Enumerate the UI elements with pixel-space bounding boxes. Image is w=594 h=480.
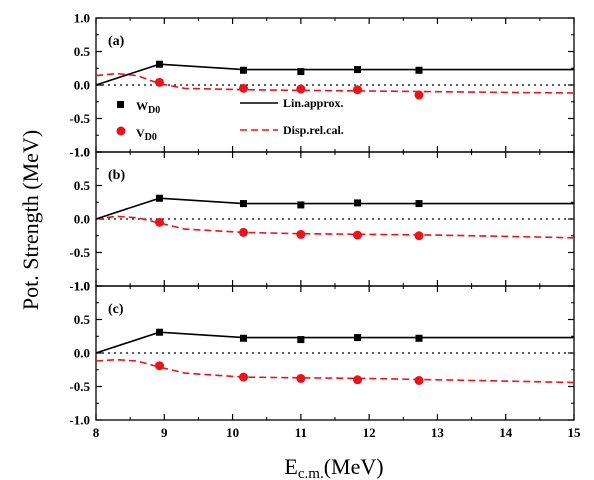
disp-rel-cal-line	[95, 215, 575, 239]
v-d0-point	[155, 217, 165, 227]
v-d0-point	[238, 83, 248, 93]
w-d0-point	[156, 60, 164, 68]
x-tick-label: 8	[93, 425, 100, 440]
legend-w-label: WD0	[136, 99, 160, 116]
v-d0-point	[155, 77, 165, 87]
panel-frame	[95, 285, 575, 421]
panel-frame	[95, 151, 575, 287]
legend-lin-label: Lin.approx.	[283, 96, 343, 110]
y-tick-label: -0.5	[69, 245, 90, 260]
v-d0-point	[353, 375, 363, 385]
w-d0-point	[297, 336, 305, 344]
legend-w-marker	[117, 101, 124, 108]
v-d0-point	[414, 231, 424, 241]
legend: WD0 VD0 Lin.approx. Disp.rel.cal.	[116, 96, 344, 143]
lin-approx-line	[95, 331, 574, 354]
x-tick-label: 12	[363, 425, 376, 440]
axis-layer: 8 9 10 11 12 13 14 15	[93, 425, 581, 440]
y-tick-label: 0.0	[74, 346, 90, 361]
y-tick-label: 1.0	[74, 145, 90, 160]
x-tick-label: 15	[568, 425, 582, 440]
legend-v-label: VD0	[136, 126, 157, 143]
v-d0-point	[296, 373, 306, 383]
y-tick-label: -0.5	[69, 111, 90, 126]
w-d0-point	[297, 68, 305, 76]
v-d0-point	[238, 372, 248, 382]
x-tick-label: 10	[226, 425, 239, 440]
w-d0-point	[156, 328, 164, 336]
w-d0-point	[239, 334, 247, 342]
y-tick-label: 0.5	[74, 44, 91, 59]
y-tick-label: 0.5	[74, 312, 91, 327]
w-d0-point	[415, 334, 423, 342]
x-axis-title: Ec.m.(MeV)	[284, 454, 383, 480]
y-axis-title: Pot. Strength (MeV)	[18, 130, 43, 310]
w-d0-point	[415, 66, 423, 74]
w-d0-point	[354, 334, 362, 342]
w-d0-point	[415, 200, 423, 208]
legend-v-marker	[116, 126, 126, 136]
lin-approx-line	[95, 63, 574, 86]
y-tick-label: -1.0	[69, 279, 90, 294]
legend-disp-label: Disp.rel.cal.	[283, 123, 344, 137]
x-axis-title-main: E	[284, 454, 297, 479]
v-d0-point	[296, 84, 306, 94]
v-d0-point	[353, 230, 363, 240]
y-tick-label: 1.0	[74, 11, 90, 26]
panel-label: (a)	[108, 34, 125, 49]
panel-label: (b)	[108, 168, 125, 183]
x-tick-label: 14	[499, 425, 513, 440]
w-d0-point	[239, 200, 247, 208]
y-tick-label: 0.0	[74, 78, 90, 93]
y-tick-label: -1.0	[69, 145, 90, 160]
disp-rel-cal-line	[95, 72, 575, 94]
y-tick-label: -0.5	[69, 379, 90, 394]
w-d0-point	[239, 66, 247, 74]
x-tick-label: 11	[295, 425, 307, 440]
w-d0-point	[354, 199, 362, 207]
x-tick-label: 13	[431, 425, 445, 440]
y-tick-label: 0.0	[74, 212, 90, 227]
y-tick-label: -1.0	[69, 413, 90, 428]
v-d0-point	[414, 375, 424, 385]
y-tick-label: 0.5	[74, 178, 91, 193]
v-d0-point	[238, 227, 248, 237]
x-tick-label: 9	[161, 425, 168, 440]
panels-layer: 1.0 0.5 0.0 -0.5 -1.0 (a) 1.0 0.5 0.0 -0.5 -1.0 (b)…	[69, 11, 575, 428]
w-d0-point	[156, 194, 164, 202]
v-d0-point	[155, 361, 165, 371]
y-tick-label: 1.0	[74, 279, 90, 294]
x-axis-title-sub: c.m.	[298, 466, 324, 480]
w-d0-point	[354, 66, 362, 74]
v-d0-point	[414, 90, 424, 100]
x-axis-title-unit: (MeV)	[324, 454, 384, 479]
panel-b: 1.0 0.5 0.0 -0.5 -1.0 (b)	[69, 145, 575, 294]
panel-c: 1.0 0.5 0.0 -0.5 -1.0 (c)	[69, 279, 575, 428]
panel-label: (c)	[108, 302, 124, 317]
lin-approx-line	[95, 197, 574, 220]
v-d0-point	[353, 85, 363, 95]
w-d0-point	[297, 201, 305, 209]
disp-rel-cal-line	[95, 358, 575, 384]
v-d0-point	[296, 229, 306, 239]
